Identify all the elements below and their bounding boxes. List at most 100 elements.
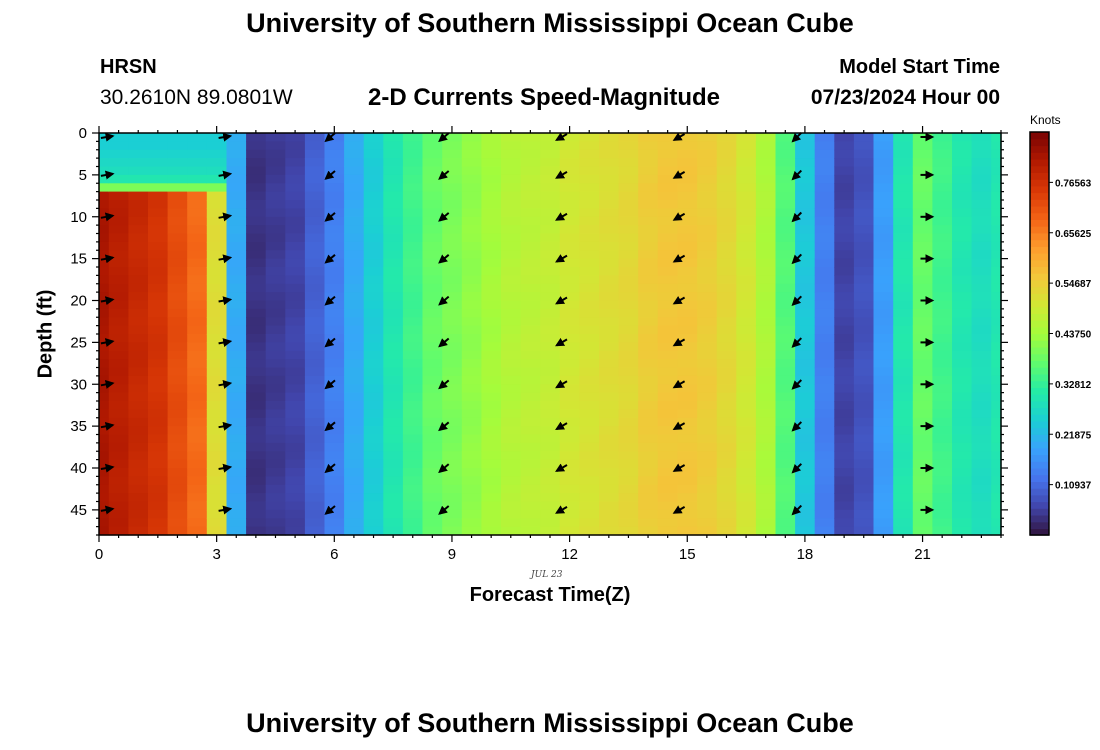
heatmap-cell — [677, 141, 698, 151]
heatmap-cell — [755, 434, 777, 444]
heatmap-cell — [755, 317, 777, 327]
heatmap-cell — [971, 409, 992, 419]
heatmap-cell — [402, 133, 424, 142]
heatmap-cell — [991, 325, 1002, 335]
heatmap-cell — [206, 375, 227, 385]
heatmap-cell — [422, 493, 443, 503]
heatmap-cell — [755, 158, 777, 168]
heatmap-cell — [853, 476, 875, 486]
heatmap-cell — [501, 141, 522, 151]
heatmap-cell — [697, 158, 718, 168]
heatmap-cell — [736, 409, 757, 419]
heatmap-cell — [755, 283, 777, 293]
heatmap-cell — [853, 174, 875, 184]
heatmap-cell — [618, 493, 639, 503]
heatmap-cell — [599, 476, 620, 486]
heatmap-cell — [344, 476, 365, 486]
heatmap-cell — [618, 476, 639, 486]
heatmap-cell — [853, 501, 875, 511]
heatmap-cell — [579, 283, 600, 293]
heatmap-cell — [971, 225, 992, 235]
heatmap-cell — [716, 350, 737, 360]
colorbar-tick-label: 0.21875 — [1055, 430, 1092, 441]
heatmap-cell — [167, 334, 188, 343]
heatmap-cell — [344, 401, 365, 410]
heatmap-cell — [304, 451, 326, 461]
heatmap-cell — [540, 476, 561, 486]
heatmap-cell — [834, 183, 855, 193]
heatmap-cell — [422, 476, 443, 486]
heatmap-cell — [128, 292, 149, 302]
heatmap-cell — [912, 459, 933, 469]
heatmap-cell — [344, 442, 365, 452]
heatmap-cell — [363, 476, 384, 486]
heatmap-cell — [285, 434, 306, 444]
heatmap-cell — [461, 392, 482, 402]
heatmap-cell — [187, 275, 208, 285]
heatmap-cell — [716, 476, 737, 486]
heatmap-cell — [442, 250, 463, 260]
heatmap-cell — [814, 442, 835, 452]
heatmap-cell — [344, 191, 365, 201]
heatmap-cell — [991, 526, 1002, 536]
heatmap-cell — [206, 501, 227, 511]
heatmap-cell — [402, 241, 424, 251]
heatmap-cell — [834, 375, 855, 385]
heatmap-cell — [304, 208, 326, 218]
heatmap-cell — [422, 141, 443, 151]
heatmap-cell — [481, 166, 502, 176]
heatmap-cell — [853, 308, 875, 318]
heatmap-cell — [677, 317, 698, 327]
heatmap-cell — [912, 200, 933, 209]
heatmap-cell — [383, 216, 404, 226]
heatmap-cell — [599, 308, 620, 318]
heatmap-cell — [677, 342, 698, 352]
heatmap-cell — [638, 325, 659, 335]
current-arrow — [438, 505, 450, 515]
heatmap-cell — [481, 451, 502, 461]
heatmap-cell — [285, 300, 306, 310]
heatmap-cell — [99, 384, 110, 394]
heatmap-cell — [716, 133, 737, 142]
heatmap-cell — [501, 509, 522, 519]
heatmap-cell — [304, 258, 326, 268]
heatmap-cell — [187, 350, 208, 360]
heatmap-cell — [579, 183, 600, 193]
heatmap-cell — [402, 451, 424, 461]
heatmap-cell — [991, 442, 1002, 452]
heatmap-cell — [834, 392, 855, 402]
heatmap-cell — [716, 174, 737, 184]
heatmap-cell — [304, 484, 326, 494]
heatmap-cell — [481, 501, 502, 511]
heatmap-cell — [755, 258, 777, 268]
heatmap-cell — [579, 350, 600, 360]
heatmap-cell — [99, 149, 110, 159]
heatmap-cell — [755, 216, 777, 226]
heatmap-cell — [657, 334, 678, 343]
heatmap-cell — [755, 442, 777, 452]
heatmap-cell — [736, 174, 757, 184]
heatmap-cell — [932, 401, 953, 410]
heatmap-cell — [128, 283, 149, 293]
heatmap-cell — [795, 350, 816, 360]
heatmap-cell — [932, 375, 953, 385]
heatmap-cell — [618, 526, 639, 536]
heatmap-cell — [736, 468, 757, 477]
heatmap-cell — [461, 401, 482, 410]
heatmap-cell — [344, 275, 365, 285]
heatmap-cell — [304, 300, 326, 310]
heatmap-cell — [932, 300, 953, 310]
heatmap-cell — [736, 509, 757, 519]
heatmap-cell — [501, 183, 522, 193]
heatmap-cell — [814, 317, 835, 327]
heatmap-cell — [579, 342, 600, 352]
heatmap-cell — [755, 133, 777, 142]
heatmap-cell — [697, 166, 718, 176]
heatmap-cell — [559, 526, 580, 536]
heatmap-cell — [873, 401, 894, 410]
heatmap-cell — [246, 434, 267, 444]
heatmap-cell — [246, 166, 267, 176]
heatmap-cell — [834, 509, 855, 519]
heatmap-cell — [304, 267, 326, 276]
heatmap-cell — [363, 166, 384, 176]
